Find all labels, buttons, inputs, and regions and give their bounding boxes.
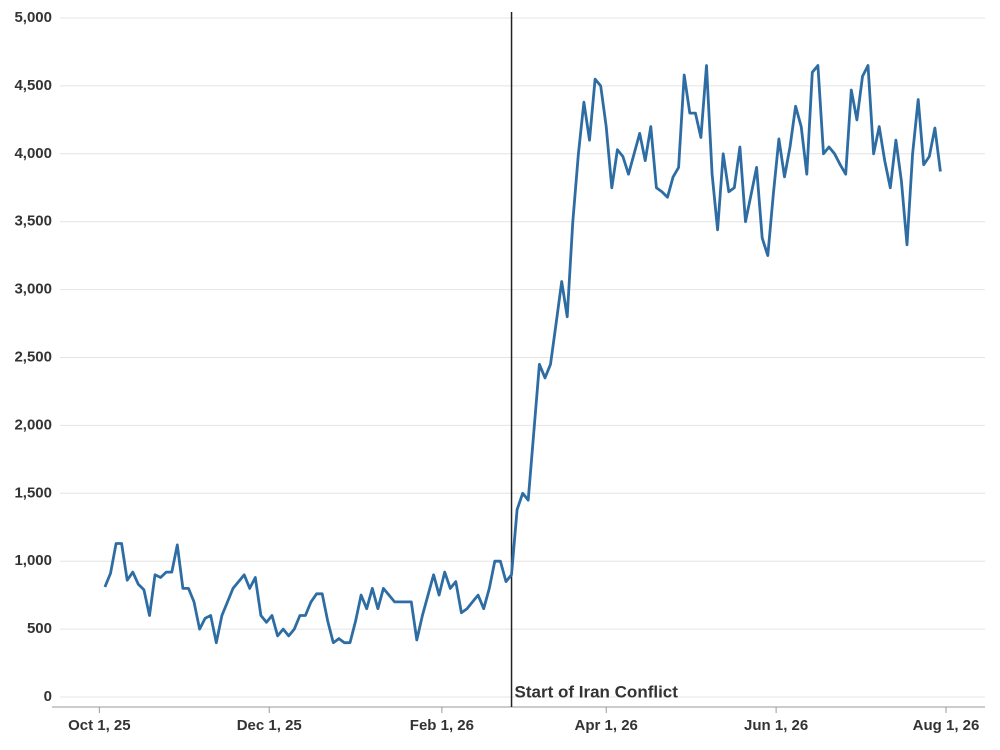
y-tick-label: 3,000 [14, 281, 52, 298]
x-tick-label: Apr 1, 26 [575, 717, 638, 734]
x-tick-label: Dec 1, 25 [237, 717, 302, 734]
x-tick-label: Oct 1, 25 [68, 717, 131, 734]
y-tick-label: 2,500 [14, 348, 52, 365]
x-tick-label: Feb 1, 26 [410, 717, 474, 734]
data-line [103, 64, 942, 645]
x-tick-label: Jun 1, 26 [744, 717, 808, 734]
x-tick-label: Aug 1, 26 [913, 717, 980, 734]
y-tick-label: 4,000 [14, 145, 52, 162]
y-tick-label: 500 [27, 620, 52, 637]
y-tick-label: 1,500 [14, 484, 52, 501]
y-tick-label: 0 [44, 688, 52, 705]
y-tick-label: 5,000 [14, 9, 52, 26]
y-tick-label: 2,000 [14, 416, 52, 433]
annotation-label: Start of Iran Conflict [515, 682, 679, 701]
y-tick-label: 3,500 [14, 213, 52, 230]
y-tick-label: 4,500 [14, 77, 52, 94]
y-tick-label: 1,000 [14, 552, 52, 569]
